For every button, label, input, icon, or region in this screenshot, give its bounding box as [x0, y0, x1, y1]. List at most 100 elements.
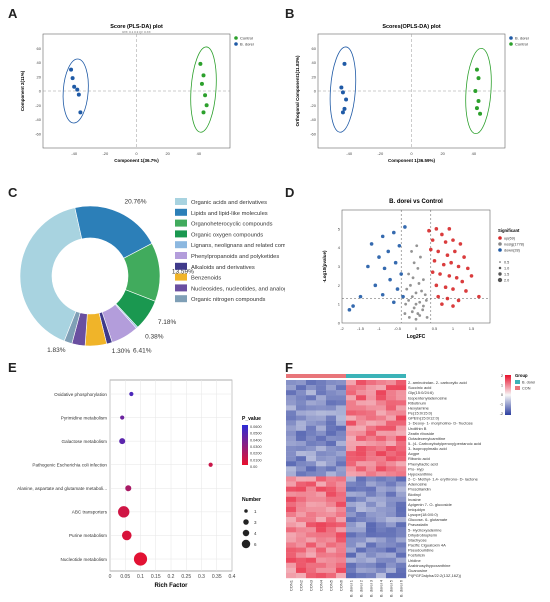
volcano-point [440, 302, 444, 306]
heatmap-cell [306, 496, 317, 503]
heatmap-cell [356, 517, 367, 523]
volcano-point [430, 238, 435, 242]
volcano-point [414, 302, 418, 306]
heatmap-cell [386, 425, 397, 431]
heatmap-cell [306, 491, 317, 497]
heatmap-cell [286, 567, 297, 574]
legend-category-label: Organic nitrogen compounds [191, 297, 266, 303]
legend-category-label: Benzenoids [191, 276, 221, 282]
heatmap-cell [366, 486, 377, 492]
heatmap-cell [386, 506, 397, 513]
metabolite-label: Pro- Hyp [408, 466, 425, 471]
heatmap-cell [356, 572, 367, 579]
legend-label: Control [240, 36, 253, 41]
heatmap-cell [306, 395, 317, 401]
size-legend-marker [498, 272, 502, 276]
heatmap-cell [316, 537, 327, 543]
group-annotation-cell [366, 374, 376, 378]
heatmap-cell [356, 501, 367, 508]
heatmap-cell [286, 496, 297, 503]
x-tick-label: 1.5 [469, 326, 475, 331]
y-tick-label: 0 [39, 89, 42, 94]
legend-category-label: Organic acids and derivatives [191, 200, 267, 206]
heatmap-cell [346, 380, 357, 386]
heatmap-cell [306, 506, 317, 513]
heatmap-cell [346, 435, 357, 442]
heatmap-cell [346, 512, 357, 518]
legend-category-label: Nucleosides, nucleotides, and analogues [191, 286, 285, 292]
volcano-point [417, 282, 421, 285]
volcano-point [380, 234, 385, 239]
heatmap-cell [336, 557, 347, 563]
volcano-point [460, 279, 465, 284]
heatmap-cell [336, 491, 347, 497]
group-annotation-cell [336, 374, 346, 378]
enrichment-bubble [125, 485, 132, 492]
volcano-point [392, 230, 396, 235]
heatmap-cell [396, 491, 407, 497]
heatmap-cell [346, 430, 357, 437]
heatmap-cell [346, 395, 357, 401]
heatmap-cell [366, 466, 377, 472]
heatmap-cell [296, 380, 307, 386]
heatmap-cell [316, 430, 327, 437]
size-legend-label: 0.5 [504, 261, 509, 265]
heatmap-cell [306, 537, 317, 543]
heatmap-cell [356, 512, 367, 518]
y-axis-label: Orthogonal Component1(11.83%) [295, 55, 300, 127]
legend-marker [509, 42, 513, 46]
y-tick-label: 0 [314, 89, 317, 94]
heatmap-cell [386, 476, 397, 482]
heatmap-cell [366, 496, 377, 503]
donut-slice [63, 310, 81, 344]
volcano-point [366, 264, 370, 269]
pathway-label: Purine metabolism [69, 533, 107, 538]
heatmap-cell [326, 446, 337, 452]
heatmap-cell [336, 420, 347, 426]
heatmap-cell [336, 562, 347, 569]
donut-slice [19, 207, 83, 342]
volcano-point [434, 283, 439, 288]
heatmap-cell [356, 415, 367, 421]
heatmap-cell [296, 567, 307, 574]
heatmap-cell [336, 390, 347, 396]
heatmap-cell [286, 430, 297, 437]
heatmap-cell [356, 425, 367, 431]
heatmap-cell [326, 486, 337, 492]
heatmap-cell [316, 420, 327, 426]
heatmap-cell [346, 522, 357, 528]
heatmap-cell [366, 471, 377, 477]
x-tick-label: 20 [440, 151, 445, 156]
heatmap-cell [396, 512, 407, 518]
metabolite-label: 2- aminoindan- 2- carboxylic acid [408, 380, 467, 385]
volcano-point [456, 264, 461, 269]
plot-title: B. dorei vs Control [389, 199, 443, 205]
heatmap-cell [356, 532, 367, 538]
metabolite-label: Adenosine [408, 482, 428, 487]
volcano-point [358, 294, 363, 299]
enrichment-bubble [119, 438, 126, 445]
heatmap-cell [316, 491, 327, 497]
heatmap-cell [356, 476, 367, 482]
heatmap-cell [346, 425, 357, 431]
heatmap-cell [396, 567, 407, 574]
heatmap-cell [386, 522, 397, 528]
heatmap-cell [326, 506, 337, 513]
heatmap-cell [316, 506, 327, 513]
x-tick-label: -0.5 [394, 326, 402, 331]
confidence-ellipse [465, 47, 492, 135]
heatmap-cell [356, 567, 367, 574]
volcano-point [377, 255, 381, 259]
heatmap-cell [316, 425, 327, 431]
heatmap-cell [346, 517, 357, 523]
heatmap-cell [296, 517, 307, 523]
heatmap-cell [376, 405, 387, 411]
volcano-point [416, 312, 420, 315]
heatmap-cell [396, 522, 407, 528]
y-tick-label: -60 [310, 131, 317, 136]
heatmap-cell [316, 415, 327, 421]
heatmap-cell [376, 517, 387, 523]
heatmap-cell [316, 552, 327, 558]
heatmap-cell [366, 501, 377, 508]
heatmap-cell [306, 476, 317, 482]
